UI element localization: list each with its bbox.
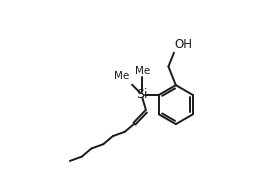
Text: Me: Me xyxy=(114,71,129,81)
Text: Me: Me xyxy=(135,66,150,76)
Text: OH: OH xyxy=(174,38,192,51)
Text: Si: Si xyxy=(137,88,148,101)
